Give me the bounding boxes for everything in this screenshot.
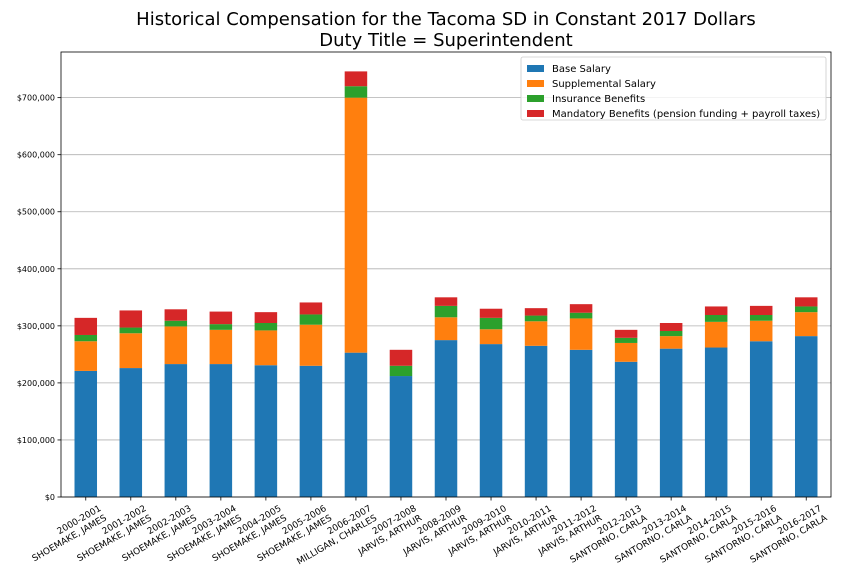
bar-segment [299, 324, 323, 366]
bar-segment [389, 365, 413, 377]
bar-segment [749, 320, 773, 342]
bar-segment [164, 320, 188, 327]
y-tick-label: $600,000 [17, 151, 55, 160]
legend-label: Insurance Benefits [552, 94, 645, 105]
bar-segment [254, 365, 278, 497]
y-tick-label: $0 [45, 493, 55, 502]
y-tick-label: $700,000 [17, 94, 55, 103]
bar-segment [254, 330, 278, 366]
bar-segment [344, 97, 368, 353]
bar-segment [119, 310, 143, 328]
legend-swatch [527, 95, 544, 102]
bar-segment [569, 304, 593, 313]
legend-label: Base Salary [552, 64, 611, 75]
bar-segment [74, 341, 98, 371]
bar-segment [254, 312, 278, 323]
legend-swatch [527, 65, 544, 72]
bar-segment [434, 340, 458, 497]
bar-segment [344, 86, 368, 98]
bar-segment [209, 364, 233, 497]
bar-segment [659, 330, 683, 337]
legend-label: Supplemental Salary [552, 79, 656, 90]
bar-segment [164, 309, 188, 321]
bar-segment [794, 336, 818, 497]
bar-segment [74, 317, 98, 335]
bar-segment [299, 302, 323, 315]
bar-segment [434, 317, 458, 341]
bar-segment [74, 370, 98, 497]
bar-segment [659, 336, 683, 349]
bar-segment [704, 321, 728, 348]
bar-segment [524, 321, 548, 346]
bar-segment [164, 326, 188, 365]
x-axis: 2000-2001SHOEMAKE, JAMES2001-2002SHOEMAK… [31, 497, 830, 567]
bar-segment [164, 364, 188, 497]
bar-segment [479, 317, 503, 330]
bar-segment [299, 365, 323, 497]
bar-segment [479, 344, 503, 497]
bar-segment [749, 341, 773, 497]
bars [74, 71, 818, 497]
bar-segment [479, 308, 503, 318]
bar-segment [704, 347, 728, 497]
y-tick-label: $400,000 [17, 265, 55, 274]
y-tick-label: $100,000 [17, 436, 55, 445]
bar-segment [479, 329, 503, 345]
bar-segment [614, 329, 638, 338]
bar-segment [344, 352, 368, 497]
chart-title: Historical Compensation for the Tacoma S… [136, 9, 756, 30]
y-tick-label: $200,000 [17, 379, 55, 388]
bar-segment [209, 311, 233, 325]
bar-segment [524, 345, 548, 497]
chart-subtitle: Duty Title = Superintendent [319, 30, 572, 51]
bar-segment [659, 348, 683, 497]
y-tick-label: $300,000 [17, 322, 55, 331]
bar-segment [209, 329, 233, 365]
bar-segment [299, 314, 323, 325]
bar-segment [524, 315, 548, 322]
bar-segment [659, 322, 683, 331]
bar-segment [794, 297, 818, 307]
bar-segment [704, 306, 728, 316]
bar-segment [74, 334, 98, 342]
bar-segment [434, 305, 458, 318]
bar-segment [434, 297, 458, 306]
bar-segment [119, 333, 143, 369]
bar-segment [119, 368, 143, 497]
bar-segment [614, 361, 638, 497]
bar-segment [524, 308, 548, 316]
bar-segment [704, 315, 728, 322]
bar-segment [569, 349, 593, 497]
bar-segment [569, 312, 593, 319]
bar-segment [209, 324, 233, 330]
bar-segment [614, 337, 638, 343]
bar-segment [119, 327, 143, 334]
legend-swatch [527, 80, 544, 87]
bar-segment [389, 376, 413, 497]
bar-segment [749, 315, 773, 321]
y-tick-label: $500,000 [17, 208, 55, 217]
bar-segment [614, 342, 638, 362]
legend-label: Mandatory Benefits (pension funding + pa… [552, 109, 820, 120]
legend-swatch [527, 110, 544, 117]
legend-box [520, 56, 827, 121]
y-axis: $0 $100,000 $200,000 $300,000 $400,000 $500,0… [17, 94, 61, 502]
bar-segment [389, 349, 413, 366]
bar-segment [569, 318, 593, 350]
legend: Base Salary Supplemental Salary Insurance … [520, 56, 827, 121]
bar-segment [344, 71, 368, 87]
bar-segment [794, 306, 818, 313]
bar-segment [794, 312, 818, 337]
bar-segment [254, 322, 278, 331]
bar-segment [749, 305, 773, 316]
